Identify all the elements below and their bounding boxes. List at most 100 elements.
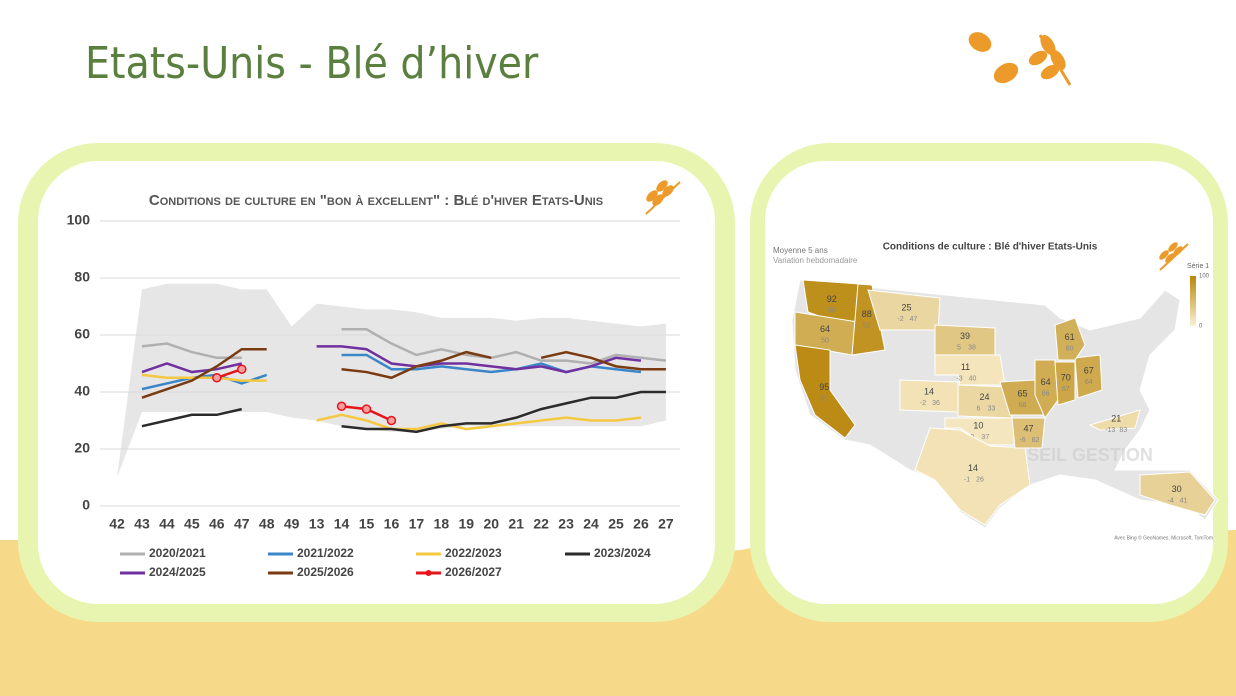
series-line xyxy=(316,345,642,374)
state-avg: 64 xyxy=(1085,379,1093,386)
legend-label: 2023/2024 xyxy=(594,546,651,560)
grain xyxy=(1165,253,1175,263)
state-avg: 41 xyxy=(1180,498,1188,505)
y-tick-label: 100 xyxy=(67,212,91,228)
x-tick-label: 16 xyxy=(384,516,400,532)
y-tick-label: 20 xyxy=(74,440,90,456)
series-line xyxy=(141,373,268,391)
state-change: -3 xyxy=(956,376,962,383)
state-change: 6 xyxy=(977,405,981,412)
state-value: 61 xyxy=(1065,332,1075,342)
point-marker xyxy=(237,364,247,374)
series-line xyxy=(316,413,642,431)
x-tick-label: 44 xyxy=(159,516,175,532)
map-subtitle: Variation hebdomadaire xyxy=(773,256,858,265)
state-value: 14 xyxy=(968,463,978,473)
state-change: -4 xyxy=(1168,498,1174,505)
state-value: 64 xyxy=(820,324,830,334)
legend-title: Série 1 xyxy=(1187,263,1209,270)
state-value: 70 xyxy=(1061,373,1071,383)
x-tick-label: 17 xyxy=(409,516,425,532)
x-tick-label: 49 xyxy=(284,516,300,532)
x-tick-label: 48 xyxy=(259,516,275,532)
state-value: 21 xyxy=(1111,414,1121,424)
state-avg: 66 xyxy=(1042,390,1050,397)
legend-label: 2020/2021 xyxy=(149,546,206,560)
grain xyxy=(656,180,668,192)
state-value: 25 xyxy=(901,302,911,312)
state-change: -2 xyxy=(920,400,926,407)
point-marker xyxy=(386,415,397,426)
state-avg: 67 xyxy=(1062,386,1070,393)
series-line xyxy=(141,348,267,399)
x-tick-label: 20 xyxy=(483,516,499,532)
wheat-icon xyxy=(645,180,681,215)
series-line xyxy=(141,362,243,374)
state-value: 88 xyxy=(862,309,872,319)
chart-title: Conditions de culture en "bon à excellen… xyxy=(149,192,603,209)
series-line xyxy=(540,350,666,371)
series-line xyxy=(141,407,243,428)
state-change: -1 xyxy=(964,477,970,484)
state-value: 39 xyxy=(960,331,970,341)
state-value: 47 xyxy=(1023,423,1033,433)
state-avg: 26 xyxy=(976,477,984,484)
y-tick-label: 0 xyxy=(82,497,90,513)
state xyxy=(794,344,856,439)
x-tick-label: 15 xyxy=(359,516,375,532)
legend-label: 2026/2027 xyxy=(445,565,502,579)
legend-label: 2025/2026 xyxy=(297,565,354,579)
x-tick-label: 22 xyxy=(533,516,549,532)
state xyxy=(1034,359,1059,420)
y-tick-label: 60 xyxy=(74,326,90,342)
grain xyxy=(652,194,664,206)
x-tick-label: 14 xyxy=(334,516,350,532)
legend-label: 0 xyxy=(1199,324,1203,330)
range-band xyxy=(117,283,666,478)
grain xyxy=(1159,250,1169,260)
state-change: -2 xyxy=(897,316,903,323)
x-tick-label: 23 xyxy=(558,516,574,532)
state-avg: 33 xyxy=(988,405,996,412)
state-value: 92 xyxy=(827,294,837,304)
x-tick-label: 25 xyxy=(608,516,624,532)
y-tick-label: 40 xyxy=(74,383,90,399)
series-line xyxy=(341,350,492,380)
x-tick-label: 26 xyxy=(633,516,649,532)
credit: Avec Bing © GeoNames, Microsoft, TomTom xyxy=(1114,534,1213,541)
state-avg: 52 xyxy=(863,322,871,329)
legend-marker xyxy=(425,570,432,576)
x-tick-label: 43 xyxy=(134,516,150,532)
state-avg: 66 xyxy=(1019,402,1027,409)
state xyxy=(1054,361,1076,406)
state-avg: 30 xyxy=(820,396,828,403)
x-tick-label: 18 xyxy=(434,516,450,532)
state xyxy=(1074,354,1103,399)
state-avg: 62 xyxy=(1032,437,1040,444)
grain xyxy=(646,190,658,202)
state-avg: 83 xyxy=(1119,427,1127,434)
series-line xyxy=(341,390,666,434)
state-avg: 37 xyxy=(981,434,989,441)
state-value: 11 xyxy=(961,362,970,372)
state-change: 5 xyxy=(957,345,961,352)
wheat-icon xyxy=(1159,242,1189,271)
x-tick-label: 21 xyxy=(508,516,524,532)
state xyxy=(1139,471,1216,516)
map-subtitle: Moyenne 5 ans xyxy=(773,246,828,255)
state-value: 14 xyxy=(924,386,934,396)
page-title: Etats-Unis - Blé d’hiver xyxy=(85,38,539,89)
state-avg: 40 xyxy=(969,376,977,383)
legend-label: 2024/2025 xyxy=(149,565,206,579)
x-tick-label: 13 xyxy=(309,516,325,532)
legend-label: 2022/2023 xyxy=(445,546,502,560)
y-tick-label: 80 xyxy=(74,269,90,285)
x-tick-label: 24 xyxy=(583,516,599,532)
series-line xyxy=(141,373,267,382)
state xyxy=(851,283,886,356)
state xyxy=(1011,417,1046,449)
grain xyxy=(1173,246,1183,256)
state-value: 30 xyxy=(1172,484,1182,494)
state-value: 10 xyxy=(973,421,983,431)
state xyxy=(1088,409,1141,431)
